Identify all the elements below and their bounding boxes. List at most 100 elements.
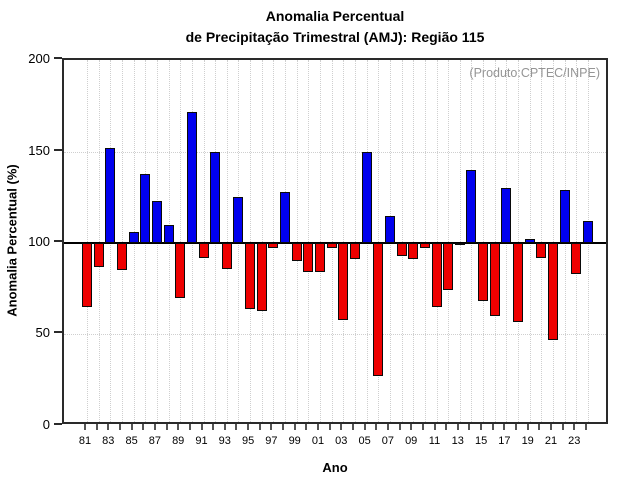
x-tick-label-11: 11 — [428, 435, 441, 447]
x-tick — [538, 424, 541, 430]
y-tick-label-0: 0 — [42, 416, 50, 432]
x-tick-label-91: 91 — [195, 435, 208, 447]
x-tick — [328, 424, 331, 430]
bar-2003 — [338, 243, 349, 320]
y-tick — [54, 240, 62, 242]
bar-2000 — [303, 243, 314, 273]
y-tick — [54, 57, 62, 60]
bar-2006 — [373, 243, 384, 377]
x-tick-label-13: 13 — [451, 435, 464, 447]
v-gridline — [180, 60, 182, 422]
bar-1995 — [245, 243, 256, 309]
x-tick-label-05: 05 — [358, 435, 371, 447]
x-tick — [282, 424, 285, 430]
bar-2015 — [478, 243, 489, 302]
x-tick — [258, 424, 261, 430]
y-tick — [54, 422, 62, 425]
x-tick-label-95: 95 — [241, 435, 255, 447]
x-tick — [398, 424, 401, 430]
bar-1986 — [140, 173, 151, 243]
produto-annotation: (Produto:CPTEC/INPE) — [469, 66, 600, 80]
v-gridline — [518, 60, 520, 422]
x-tick — [503, 424, 506, 430]
x-tick-label-07: 07 — [381, 435, 395, 447]
x-tick-label-83: 83 — [102, 435, 115, 447]
y-tick-label-200: 200 — [28, 51, 50, 67]
plot-area — [62, 58, 608, 424]
x-tick — [515, 424, 518, 430]
x-tick — [165, 424, 168, 430]
x-tick — [118, 424, 121, 430]
v-gridline — [459, 60, 461, 422]
bar-1982 — [93, 243, 104, 267]
bar-1998 — [280, 191, 291, 243]
v-gridline — [401, 60, 403, 422]
x-tick-label-89: 89 — [172, 435, 185, 447]
bar-2004 — [349, 243, 360, 260]
x-tick — [84, 424, 86, 430]
bar-1996 — [256, 243, 267, 311]
x-tick — [375, 424, 378, 430]
x-tick — [386, 424, 389, 430]
v-gridline — [296, 60, 298, 422]
x-tick-label-21: 21 — [544, 435, 558, 447]
bar-2018 — [513, 243, 524, 322]
x-tick — [212, 424, 215, 430]
x-tick-label-87: 87 — [148, 435, 162, 447]
bar-1993 — [221, 243, 232, 269]
x-tick — [153, 424, 156, 430]
x-tick — [363, 424, 366, 430]
x-tick — [433, 424, 436, 430]
bar-2017 — [501, 188, 512, 243]
x-tick — [468, 424, 471, 430]
x-axis-label: Ano — [322, 460, 348, 475]
x-tick — [188, 424, 191, 430]
x-tick — [177, 424, 180, 430]
bar-1992 — [210, 151, 221, 243]
bar-2012 — [443, 243, 454, 291]
v-gridline — [121, 60, 123, 422]
x-tick — [421, 424, 424, 430]
bar-1984 — [116, 243, 127, 271]
bar-2008 — [396, 243, 407, 256]
x-tick — [445, 424, 448, 430]
bar-2016 — [489, 243, 500, 317]
x-tick-label-85: 85 — [125, 435, 138, 447]
x-tick — [410, 424, 413, 430]
x-tick — [573, 424, 576, 430]
v-gridline — [576, 60, 578, 422]
x-tick — [142, 424, 145, 430]
y-tick-label-150: 150 — [28, 142, 50, 158]
v-gridline — [413, 60, 415, 422]
v-gridline — [483, 60, 485, 422]
x-tick — [107, 424, 110, 430]
x-tick-label-01: 01 — [311, 435, 325, 447]
x-tick — [491, 424, 494, 430]
y-tick — [54, 331, 62, 334]
y-tick-label-50: 50 — [35, 325, 50, 341]
v-gridline — [308, 60, 310, 422]
bar-2001 — [315, 243, 325, 273]
bar-2013 — [454, 243, 465, 245]
x-tick — [200, 424, 203, 430]
x-tick — [317, 424, 319, 430]
bar-1994 — [233, 197, 244, 243]
x-tick — [480, 424, 483, 430]
x-tick-label-97: 97 — [265, 435, 278, 447]
x-tick-label-15: 15 — [474, 435, 488, 447]
x-tick-label-17: 17 — [498, 435, 511, 447]
x-tick — [293, 424, 296, 430]
bar-2022 — [559, 190, 570, 243]
v-gridline — [354, 60, 356, 422]
v-gridline — [320, 60, 321, 422]
v-gridline — [98, 60, 100, 422]
x-tick — [561, 424, 564, 430]
bar-2021 — [548, 243, 558, 340]
x-tick — [130, 424, 133, 430]
x-tick-label-23: 23 — [568, 435, 581, 447]
h-gridline — [64, 334, 606, 336]
bar-1983 — [105, 148, 116, 243]
v-gridline — [424, 60, 426, 422]
x-tick — [270, 424, 273, 430]
